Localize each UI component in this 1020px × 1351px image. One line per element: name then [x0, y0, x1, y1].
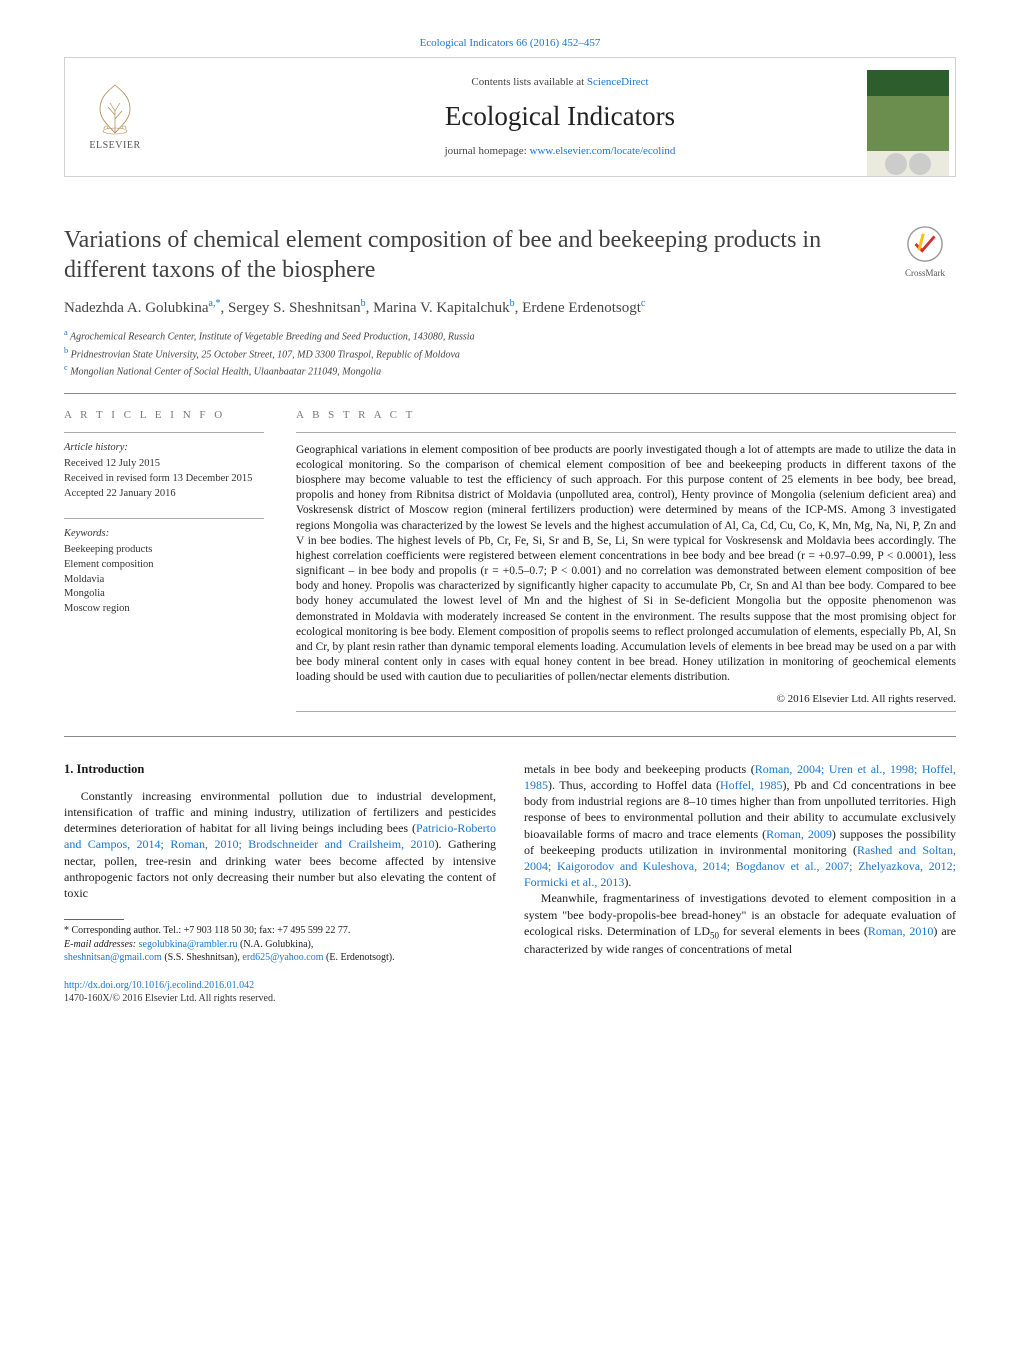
- email-name: (N.A. Golubkina),: [238, 939, 314, 950]
- body-paragraph: metals in bee body and beekeeping produc…: [524, 761, 956, 891]
- section-heading: 1. Introduction: [64, 761, 496, 778]
- elsevier-wordmark: ELSEVIER: [89, 139, 140, 153]
- abstract-text: Geographical variations in element compo…: [296, 443, 956, 686]
- affiliation: c Mongolian National Center of Social He…: [64, 362, 956, 379]
- citation-link[interactable]: Hoffel, 1985: [720, 778, 783, 792]
- author-list: Nadezhda A. Golubkinaa,*, Sergey S. Shes…: [64, 297, 956, 319]
- email-name: (S.S. Sheshnitsan),: [162, 952, 243, 963]
- issn-line: 1470-160X/© 2016 Elsevier Ltd. All right…: [64, 992, 496, 1006]
- keywords-label: Keywords:: [64, 527, 264, 542]
- crossmark-icon: [906, 225, 944, 263]
- elsevier-tree-icon: [90, 81, 140, 137]
- crossmark-label: CrossMark: [894, 267, 956, 280]
- history-line: Received 12 July 2015: [64, 457, 264, 472]
- journal-name: Ecological Indicators: [165, 98, 955, 136]
- corresponding-footnote: * Corresponding author. Tel.: +7 903 118…: [64, 919, 496, 965]
- divider: [64, 736, 956, 737]
- abstract-copyright: © 2016 Elsevier Ltd. All rights reserved…: [296, 692, 956, 707]
- email-link[interactable]: erd625@yahoo.com: [242, 952, 323, 963]
- citation-link[interactable]: Roman, 2009: [766, 827, 832, 841]
- doi-block: http://dx.doi.org/10.1016/j.ecolind.2016…: [64, 979, 496, 1006]
- keyword: Element composition: [64, 558, 264, 573]
- article-info-head: A R T I C L E I N F O: [64, 408, 264, 423]
- homepage-prefix: journal homepage:: [445, 145, 530, 157]
- abstract-head: A B S T R A C T: [296, 408, 956, 423]
- crossmark-badge[interactable]: CrossMark: [894, 225, 956, 279]
- affiliation: a Agrochemical Research Center, Institut…: [64, 327, 956, 344]
- keyword: Mongolia: [64, 587, 264, 602]
- keyword: Moscow region: [64, 602, 264, 617]
- email-link[interactable]: sheshnitsan@gmail.com: [64, 952, 162, 963]
- history-line: Received in revised form 13 December 201…: [64, 472, 264, 487]
- body-two-column: 1. Introduction Constantly increasing en…: [64, 761, 956, 1006]
- history-label: Article history:: [64, 441, 264, 456]
- keyword: Moldavia: [64, 573, 264, 588]
- citation-link[interactable]: Roman, 2010: [868, 924, 934, 938]
- article-info-column: A R T I C L E I N F O Article history: R…: [64, 408, 264, 722]
- journal-header-panel: ELSEVIER Contents lists available at Sci…: [64, 57, 956, 177]
- affiliation-list: a Agrochemical Research Center, Institut…: [64, 327, 956, 379]
- article-title: Variations of chemical element compositi…: [64, 225, 874, 285]
- keyword: Beekeeping products: [64, 543, 264, 558]
- sciencedirect-link[interactable]: ScienceDirect: [587, 76, 649, 88]
- doi-link[interactable]: http://dx.doi.org/10.1016/j.ecolind.2016…: [64, 980, 254, 991]
- corresponding-author: * Corresponding author. Tel.: +7 903 118…: [64, 924, 496, 938]
- homepage-link[interactable]: www.elsevier.com/locate/ecolind: [530, 145, 676, 157]
- history-line: Accepted 22 January 2016: [64, 487, 264, 502]
- journal-homepage: journal homepage: www.elsevier.com/locat…: [165, 144, 955, 159]
- contents-prefix: Contents lists available at: [471, 76, 586, 88]
- body-paragraph: Meanwhile, fragmentariness of investigat…: [524, 890, 956, 957]
- abstract-column: A B S T R A C T Geographical variations …: [296, 408, 956, 722]
- running-head: Ecological Indicators 66 (2016) 452–457: [64, 36, 956, 51]
- body-paragraph: Constantly increasing environmental poll…: [64, 788, 496, 901]
- elsevier-logo: ELSEVIER: [65, 77, 165, 157]
- divider: [64, 393, 956, 394]
- email-link[interactable]: segolubkina@rambler.ru: [139, 939, 238, 950]
- journal-cover-thumb: [867, 70, 949, 176]
- contents-available: Contents lists available at ScienceDirec…: [165, 75, 955, 90]
- email-name: (E. Erdenotsogt).: [324, 952, 395, 963]
- affiliation: b Pridnestrovian State University, 25 Oc…: [64, 345, 956, 362]
- email-label: E-mail addresses:: [64, 939, 139, 950]
